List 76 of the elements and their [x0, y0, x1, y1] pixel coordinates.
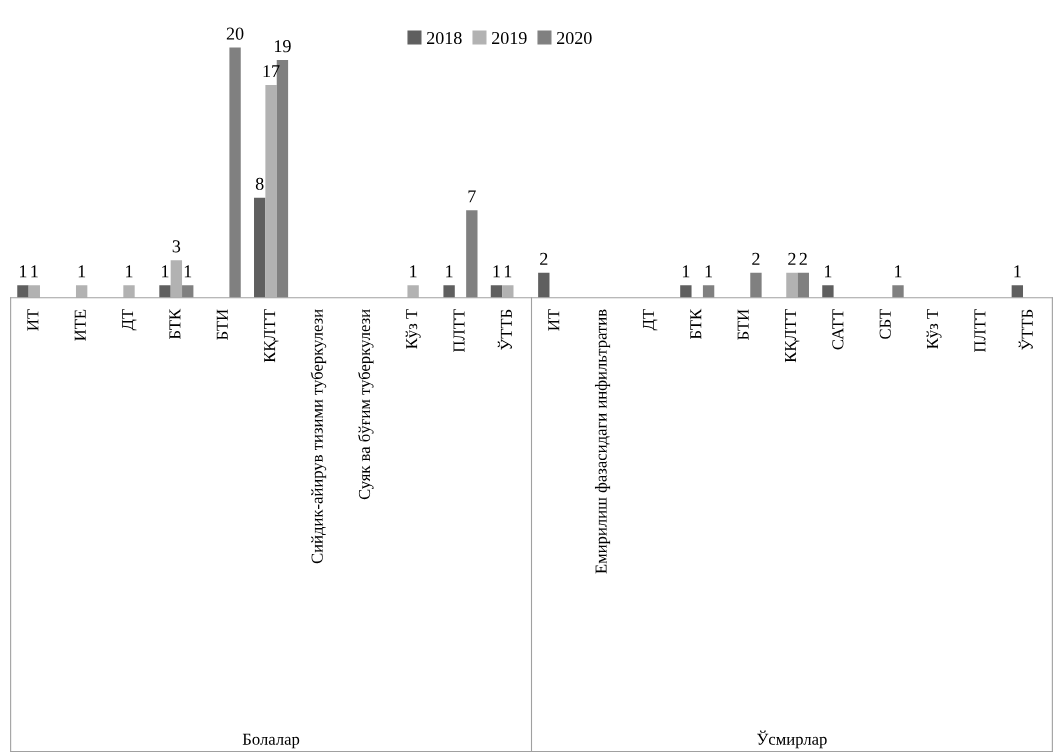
data-label: 1 [126, 265, 133, 278]
data-label: 2 [788, 252, 796, 265]
x-tick-label: ИТ [27, 309, 39, 331]
bar [407, 285, 419, 298]
data-label: 1 [31, 265, 38, 278]
bar [265, 85, 277, 298]
data-label: 2 [540, 252, 548, 265]
x-tick-label: Кўз Т [926, 309, 942, 349]
bar [680, 285, 692, 298]
data-label: 1 [20, 265, 27, 278]
data-label: 3 [172, 240, 181, 253]
data-label: 1 [446, 265, 453, 278]
x-tick-label: ПЛТТ [974, 309, 986, 353]
bar [75, 285, 88, 298]
data-label: 1 [162, 265, 169, 278]
data-label: 1 [825, 265, 832, 278]
data-label: 7 [468, 190, 476, 203]
data-label: 20 [226, 27, 244, 40]
data-label: 1 [184, 265, 192, 278]
x-tick-label: БТК [690, 308, 702, 340]
data-label: 2 [752, 252, 760, 265]
bar [750, 272, 762, 298]
data-label: 1 [682, 265, 690, 278]
x-tick-label: БТИ [737, 309, 749, 340]
x-tick-label: ПЛТТ [453, 309, 465, 353]
data-label: 1 [895, 265, 902, 278]
x-tick-label: САТТ [832, 309, 844, 350]
data-label: 1 [1014, 265, 1021, 278]
bar [170, 260, 183, 298]
x-tick-label: КҚЛТТ [264, 309, 279, 363]
x-tick-label: Емирилиш фазасидаги инфильтратив [594, 309, 611, 574]
data-label: 1 [504, 265, 512, 278]
x-tick-label: КҚЛТТ [785, 309, 800, 363]
x-tick-label: БТИ [216, 309, 228, 340]
x-tick-label: ИТ [548, 309, 560, 331]
x-tick-label: Кўз Т [405, 309, 421, 349]
bar [702, 285, 715, 298]
x-tick-label: ДТ [642, 309, 658, 331]
bar [123, 285, 135, 298]
bar [443, 285, 455, 298]
x-tick-label: БТК [169, 308, 181, 340]
bar [502, 285, 514, 298]
x-tick-label: СБТ [879, 309, 891, 339]
legend-label: 2019 [492, 31, 527, 45]
x-tick-label: ИТЕ [74, 309, 86, 341]
bar [159, 285, 171, 298]
bar [786, 272, 798, 298]
bar [466, 210, 478, 298]
data-label: 8 [255, 177, 264, 190]
bar [254, 197, 266, 298]
x-tick-label: Сийдик-айирув тизими туберкулези [310, 309, 327, 564]
text: Болалар [242, 733, 300, 749]
bar [1011, 285, 1024, 298]
x-tick-label: ЎТТБ [497, 309, 512, 351]
data-label: 1 [410, 265, 417, 278]
bar [229, 47, 241, 298]
data-label: 1 [78, 265, 86, 278]
bar [28, 285, 40, 298]
x-tick-label: Суяк ва бўғим туберкулези [358, 309, 374, 500]
data-label: 19 [274, 40, 291, 53]
legend-label: 2018 [427, 31, 462, 45]
bar [892, 285, 904, 298]
text: Ўсмирлар [757, 730, 827, 749]
bar [538, 272, 550, 298]
data-label: 17 [263, 65, 280, 78]
data-label: 1 [705, 265, 713, 278]
bar [490, 285, 503, 298]
x-tick-label: ЎТТБ [1018, 309, 1033, 351]
data-label: 2 [799, 252, 807, 265]
legend-label: 2020 [557, 31, 592, 45]
x-tick-label: ДТ [122, 309, 137, 331]
data-label: 1 [493, 265, 500, 278]
bar [17, 285, 29, 298]
bar [182, 285, 194, 298]
bar [797, 272, 809, 298]
bar [822, 285, 834, 298]
